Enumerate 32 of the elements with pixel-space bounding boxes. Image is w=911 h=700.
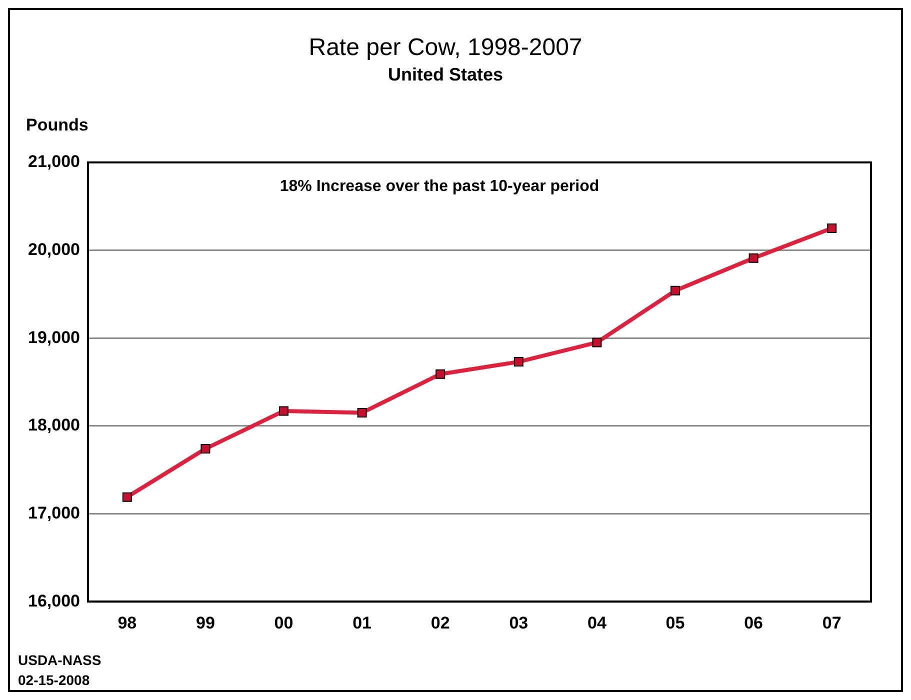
x-tick-label: 02 [430, 613, 450, 632]
point [670, 286, 680, 296]
y-tick-label: 20,000 [28, 240, 80, 259]
x-tick-label: 07 [822, 613, 842, 632]
point [592, 338, 602, 348]
point [279, 406, 288, 416]
point [357, 408, 367, 418]
text: USDA-NASS [18, 652, 102, 668]
x-tick-label: 99 [196, 613, 215, 632]
chart-title: Rate per Cow, 1998-2007 [308, 34, 582, 62]
x-tick-label: 04 [587, 613, 607, 632]
point [827, 224, 837, 234]
x-tick-label: 03 [509, 613, 528, 632]
y-tick-label: 21,000 [28, 152, 80, 172]
point [436, 369, 446, 379]
x-tick-label: 98 [118, 613, 137, 632]
x-tick-label: 00 [274, 613, 294, 632]
y-tick-label: 18,000 [28, 416, 80, 435]
point [122, 492, 132, 502]
chart-subtitle: United States [388, 64, 504, 85]
x-tick-label: 06 [744, 613, 764, 632]
y-tick-label: 17,000 [28, 503, 80, 522]
x-tick-label: 05 [666, 613, 685, 632]
point [748, 253, 758, 263]
x-tick-label: 01 [352, 613, 372, 632]
point [514, 357, 524, 367]
y-tick-label: 16,000 [28, 591, 80, 610]
y-tick-label: 19,000 [28, 328, 80, 347]
y-axis-title: Pounds [26, 116, 88, 135]
point [200, 444, 210, 454]
text: 02-15-2008 [18, 672, 90, 688]
annotation: 18% Increase over the past 10-year period [280, 178, 600, 195]
